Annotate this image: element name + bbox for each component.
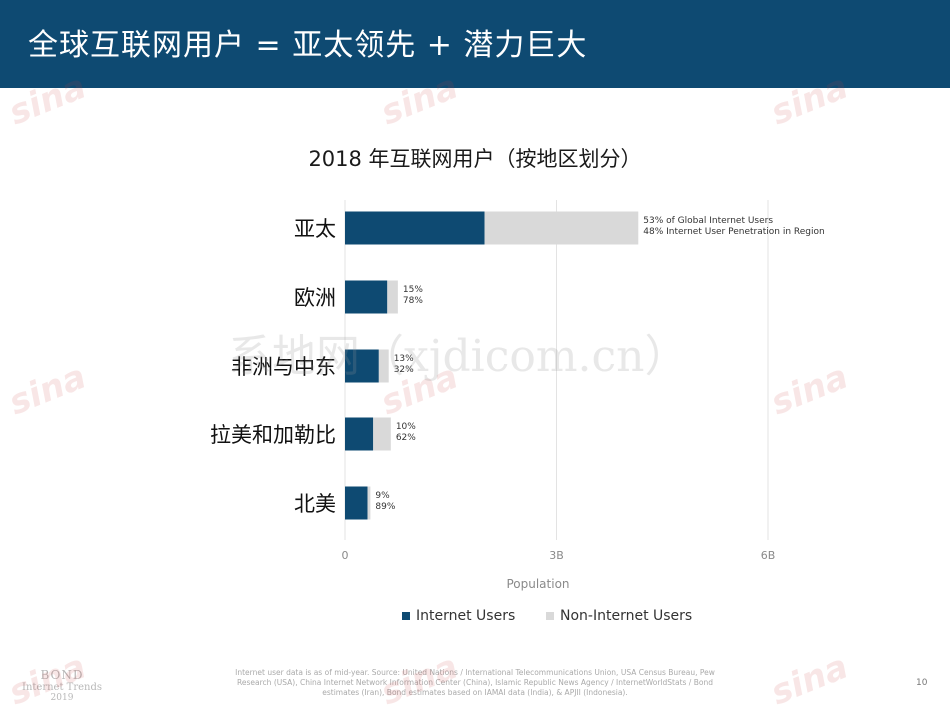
page-title: 全球互联网用户 = 亚太领先 + 潜力巨大 (28, 28, 588, 63)
legend-internet-users: Internet Users (402, 608, 515, 624)
header-bar: 全球互联网用户 = 亚太领先 + 潜力巨大 (0, 0, 950, 88)
category-label: 非洲与中东 (231, 355, 336, 379)
bond-logo: BOND Internet Trends 2019 (22, 668, 103, 703)
x-tick-label: 3B (549, 549, 564, 562)
bar-internet-users (345, 211, 485, 245)
category-label: 欧洲 (294, 286, 336, 310)
category-label: 拉美和加勒比 (210, 423, 336, 447)
bar-internet-users (345, 417, 374, 451)
bar-non-internet-users (378, 349, 389, 383)
bar-non-internet-users (373, 417, 391, 451)
x-axis-title: Population (506, 577, 569, 591)
bar-annotation: 53% of Global Internet Users (643, 216, 773, 226)
bar-annotation: 10% (396, 422, 416, 432)
legend-swatch-icon (402, 612, 410, 620)
bar-internet-users (345, 349, 379, 383)
bar-annotation: 48% Internet User Penetration in Region (643, 227, 824, 237)
source-note: Internet user data is as of mid-year. So… (235, 668, 715, 697)
bar-non-internet-users (387, 280, 398, 314)
bar-annotation: 78% (403, 296, 423, 306)
legend-non-internet-users: Non-Internet Users (546, 608, 692, 624)
bar-annotation: 32% (394, 365, 414, 375)
bar-internet-users (345, 280, 388, 314)
legend-label: Non-Internet Users (560, 608, 693, 624)
bar-annotation: 9% (375, 491, 390, 501)
category-label: 北美 (294, 492, 336, 516)
x-tick-label: 6B (761, 549, 776, 562)
bar-annotation: 89% (375, 502, 395, 512)
x-axis-ticks: 0 3B 6B (342, 549, 776, 562)
legend-swatch-icon (546, 612, 554, 620)
bar-non-internet-users (367, 486, 371, 520)
legend-label: Internet Users (416, 608, 516, 624)
page-number: 10 (916, 678, 928, 688)
bar-internet-users (345, 486, 368, 520)
legend: Internet Users Non-Internet Users (0, 608, 950, 628)
bar-annotation: 62% (396, 433, 416, 443)
bar-annotation: 13% (394, 354, 414, 364)
bar-annotation: 15% (403, 285, 423, 295)
chart-title: 2018 年互联网用户（按地区划分） (308, 147, 642, 171)
bar-non-internet-users (484, 211, 639, 245)
bars (345, 211, 639, 520)
x-tick-label: 0 (342, 549, 349, 562)
category-label: 亚太 (294, 217, 336, 241)
